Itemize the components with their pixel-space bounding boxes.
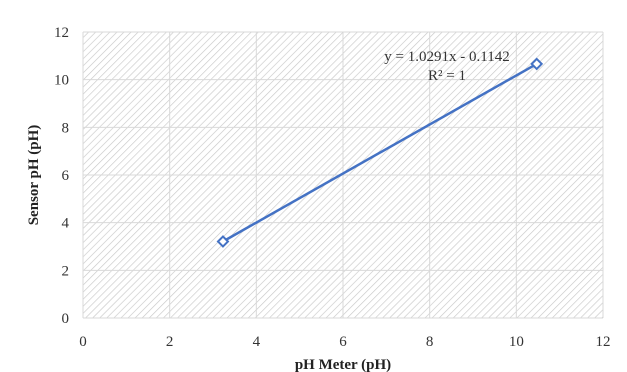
y-tick-label: 10 — [54, 73, 69, 89]
y-tick-label: 0 — [62, 311, 70, 327]
x-tick-label: 4 — [253, 334, 261, 350]
x-tick-label: 2 — [166, 334, 174, 350]
x-tick-label: 8 — [426, 334, 434, 350]
trendline-r-squared: R² = 1 — [428, 68, 466, 84]
y-tick-label: 8 — [62, 120, 70, 136]
y-tick-label: 2 — [62, 263, 70, 279]
y-axis-title: Sensor pH (pH) — [26, 125, 42, 226]
data-point — [216, 235, 230, 248]
data-point — [530, 57, 544, 71]
trendline-equation: y = 1.0291x - 0.1142 — [384, 49, 509, 65]
x-tick-label: 6 — [339, 334, 347, 350]
y-tick-label: 6 — [62, 168, 70, 184]
tick-labels: 0 2 4 6 8 10 12 0 2 4 6 8 10 12 — [54, 25, 611, 350]
y-tick-label: 12 — [54, 25, 69, 41]
data-markers — [216, 57, 544, 248]
y-tick-label: 4 — [62, 216, 70, 232]
x-axis-title: pH Meter (pH) — [295, 357, 391, 372]
x-tick-label: 0 — [79, 334, 87, 350]
x-tick-label: 12 — [596, 334, 611, 350]
x-tick-label: 10 — [509, 334, 524, 350]
trendline — [222, 62, 538, 243]
grid-lines — [82, 31, 604, 319]
